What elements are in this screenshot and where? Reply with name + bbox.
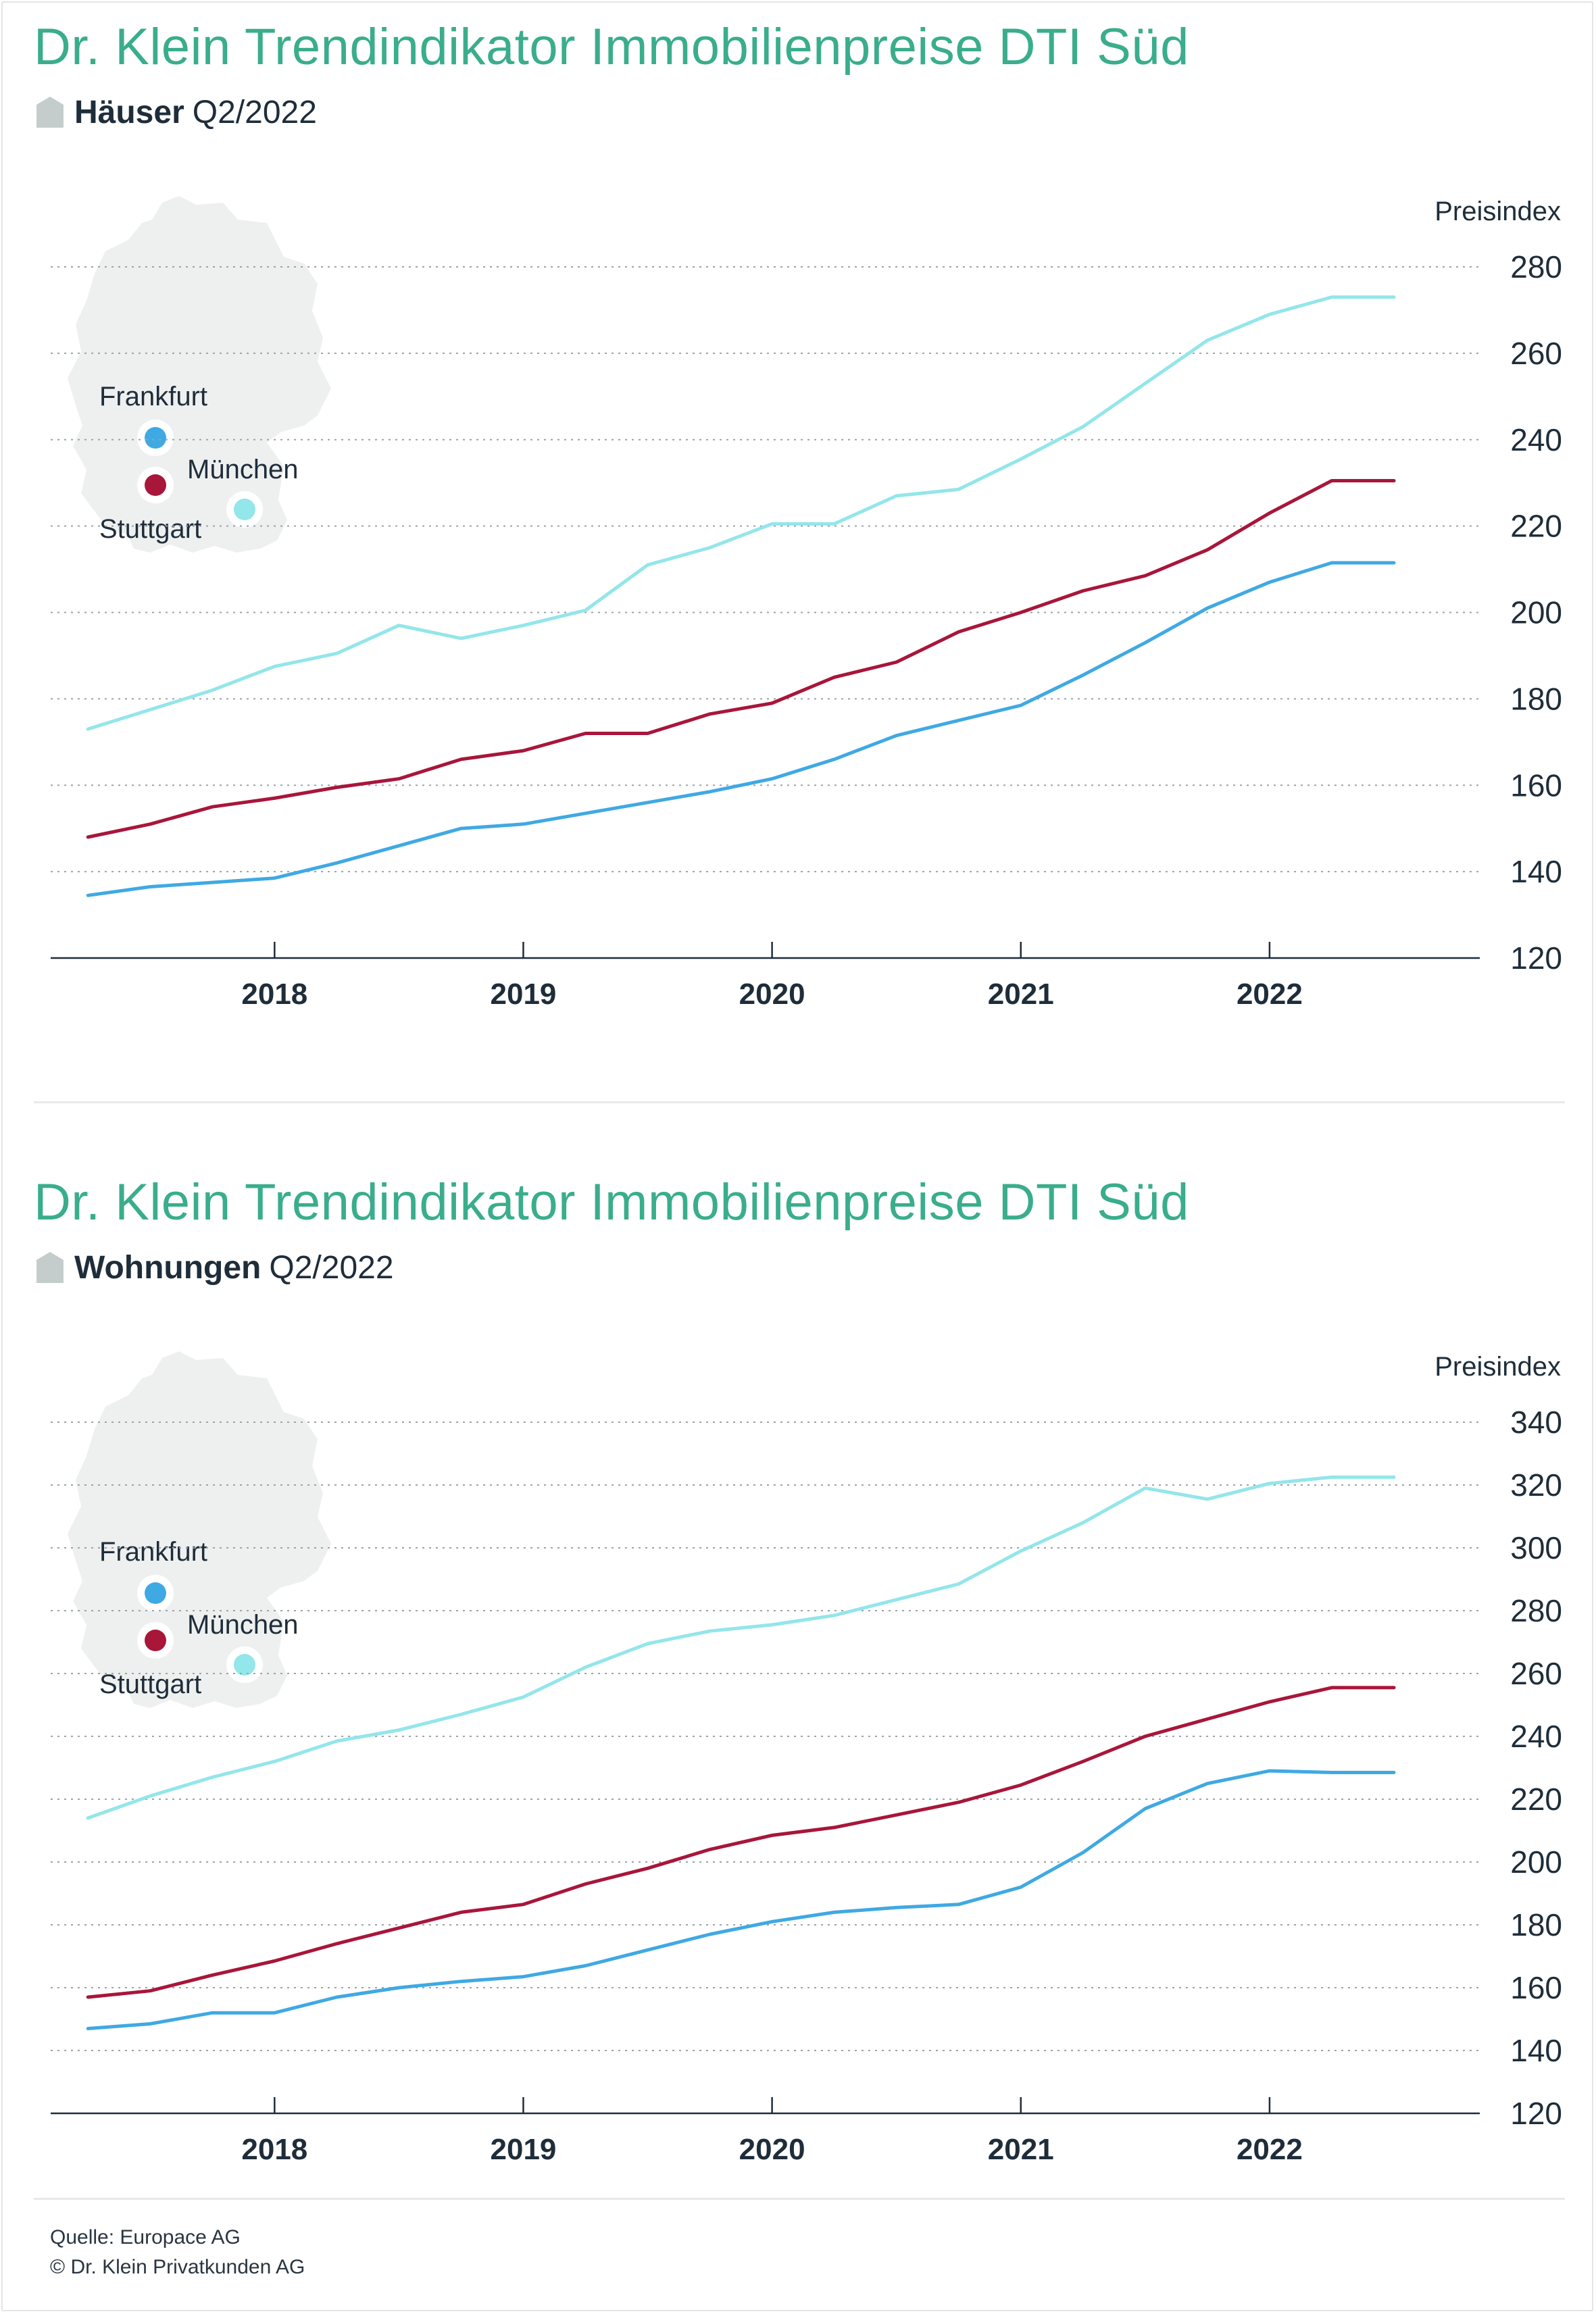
chart-subtitle: Häuser Q2/2022 (36, 92, 317, 132)
y-tick-label: 160 (1510, 768, 1562, 803)
y-tick-label: 220 (1510, 1782, 1562, 1817)
y-tick-label: 200 (1510, 595, 1562, 630)
x-tick-label: 2020 (739, 978, 805, 1011)
chart-subtitle: Wohnungen Q2/2022 (36, 1247, 394, 1288)
copyright-line: © Dr. Klein Privatkunden AG (50, 2256, 305, 2278)
map-label-frankfurt: Frankfurt (99, 382, 207, 411)
y-tick-label: 140 (1510, 2033, 1562, 2068)
y-tick-label: 120 (1510, 2096, 1562, 2131)
y-tick-label: 200 (1510, 1844, 1562, 1880)
chart-title: Dr. Klein Trendindikator Immobilienpreis… (34, 18, 1189, 76)
apartments-panel: Dr. Klein Trendindikator Immobilienpreis… (0, 1155, 1596, 2257)
y-tick-label: 240 (1510, 1719, 1562, 1754)
y-axis-label: Preisindex (1435, 197, 1561, 226)
source-line: Quelle: Europace AG (50, 2226, 241, 2248)
y-tick-label: 280 (1510, 1593, 1562, 1628)
map-label-frankfurt: Frankfurt (99, 1537, 207, 1567)
series-line-frankfurt (86, 1769, 1396, 2030)
y-tick-label: 180 (1510, 681, 1562, 716)
series-line-stuttgart (86, 1475, 1396, 1820)
houses-line-chart: Frankfurt München Stuttgart Preisindex 280 26… (51, 196, 1562, 1011)
y-tick-label: 320 (1510, 1467, 1562, 1503)
y-tick-label: 260 (1510, 1656, 1562, 1691)
apartments-line-chart: Frankfurt München Stuttgart Preisindex 340 32… (51, 1351, 1562, 2166)
y-tick-label: 140 (1510, 854, 1562, 889)
series-line-stuttgart (86, 295, 1396, 731)
map-label-muenchen: München (187, 455, 299, 484)
y-tick-label: 180 (1510, 1907, 1562, 1942)
x-tick-label: 2021 (988, 978, 1054, 1011)
series-line-frankfurt (86, 561, 1396, 897)
subtitle-kind: Wohnungen (74, 1249, 261, 1286)
germany-map-icon: Frankfurt München Stuttgart (68, 1351, 331, 1708)
map-label-stuttgart: Stuttgart (99, 1669, 201, 1699)
y-tick-label: 240 (1510, 422, 1562, 457)
y-tick-label: 120 (1510, 940, 1562, 976)
x-tick-label: 2019 (491, 2133, 557, 2166)
house-icon (36, 97, 64, 128)
subtitle-period: Q2/2022 (192, 94, 317, 130)
series-line-muenchen (86, 1686, 1396, 1999)
germany-map-icon: Frankfurt München Stuttgart (68, 196, 331, 553)
map-label-stuttgart: Stuttgart (99, 514, 201, 544)
map-marker-muenchen (145, 1630, 166, 1651)
footer-divider (34, 2198, 1565, 2200)
subtitle-kind: Häuser (74, 94, 184, 130)
series-line-muenchen (86, 479, 1396, 839)
x-tick-label: 2018 (241, 2133, 307, 2166)
source-note: Quelle: Europace AG © Dr. Klein Privatku… (50, 2223, 305, 2282)
subtitle-period: Q2/2022 (269, 1249, 394, 1286)
y-axis-label: Preisindex (1435, 1352, 1561, 1382)
x-tick-label: 2021 (988, 2133, 1054, 2166)
map-shape (68, 196, 331, 553)
x-tick-label: 2022 (1237, 978, 1303, 1011)
chart-title: Dr. Klein Trendindikator Immobilienpreis… (34, 1174, 1189, 1231)
x-tick-label: 2022 (1237, 2133, 1303, 2166)
y-tick-label: 260 (1510, 336, 1562, 371)
x-tick-label: 2020 (739, 2133, 805, 2166)
x-tick-label: 2018 (241, 978, 307, 1011)
house-icon (36, 1252, 64, 1283)
houses-panel: Dr. Klein Trendindikator Immobilienpreis… (0, 0, 1596, 1101)
y-tick-label: 280 (1510, 249, 1562, 284)
map-marker-stuttgart (234, 499, 255, 520)
map-marker-frankfurt (145, 427, 166, 449)
panel-divider (34, 1101, 1565, 1103)
map-shape (68, 1351, 331, 1708)
map-marker-stuttgart (234, 1654, 255, 1676)
y-tick-label: 300 (1510, 1530, 1562, 1565)
y-tick-label: 220 (1510, 509, 1562, 544)
map-marker-muenchen (145, 474, 166, 496)
y-tick-label: 160 (1510, 1970, 1562, 2005)
y-tick-label: 340 (1510, 1405, 1562, 1440)
map-label-muenchen: München (187, 1610, 299, 1640)
x-tick-label: 2019 (491, 978, 557, 1011)
map-marker-frankfurt (145, 1582, 166, 1604)
